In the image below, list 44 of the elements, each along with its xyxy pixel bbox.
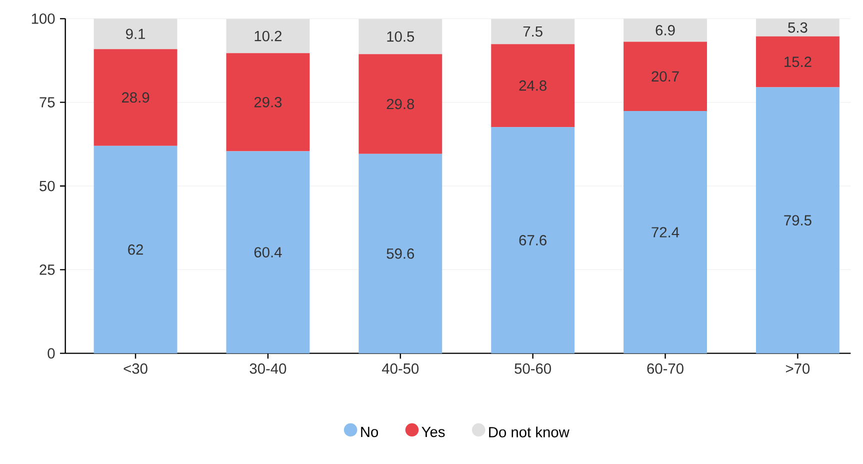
- bar: [94, 146, 178, 354]
- x-tick-label: >70: [786, 363, 810, 374]
- y-tick-label: 50: [40, 180, 55, 192]
- data-label: 7.5: [523, 26, 542, 37]
- data-label: 15.2: [784, 56, 812, 68]
- bar: [624, 42, 707, 112]
- data-label: 9.1: [126, 28, 146, 40]
- bar: [756, 87, 840, 354]
- x-tick-label: 50-60: [514, 363, 551, 374]
- bar: [226, 151, 310, 354]
- data-label: 6.9: [656, 25, 675, 36]
- data-label: 10.2: [254, 30, 282, 42]
- bar: [624, 111, 707, 354]
- y-tick-label: 25: [40, 264, 55, 275]
- data-label: 79.5: [784, 215, 812, 226]
- data-label: 20.7: [652, 71, 679, 82]
- bar: [226, 53, 310, 152]
- data-label: 72.4: [652, 227, 680, 238]
- bar: [491, 44, 575, 128]
- x-tick-label: <30: [124, 363, 148, 374]
- bar: [756, 36, 840, 88]
- bar: [94, 49, 178, 146]
- bar: [358, 54, 442, 154]
- x-tick-label: 30-40: [250, 363, 286, 374]
- x-tick-label: 60-70: [647, 363, 684, 374]
- y-tick-label: 75: [40, 97, 55, 108]
- data-label: 29.8: [386, 98, 414, 110]
- bar: [358, 154, 442, 354]
- data-label: 29.3: [254, 96, 282, 108]
- y-tick-label: 0: [48, 348, 55, 359]
- data-label: 60.4: [254, 247, 282, 258]
- data-label: 28.9: [122, 92, 150, 103]
- data-label: 5.3: [788, 22, 808, 33]
- legend-label: Do not know: [489, 426, 570, 438]
- data-label: 59.6: [386, 248, 414, 259]
- y-tick-label: 100: [32, 13, 55, 24]
- legend-label: Yes: [422, 426, 445, 438]
- data-label: 24.8: [519, 80, 546, 91]
- data-label: 67.6: [519, 235, 546, 246]
- legend-label: No: [361, 426, 378, 438]
- data-label: 10.5: [387, 31, 414, 42]
- bar: [491, 127, 575, 354]
- x-tick-label: 40-50: [382, 363, 419, 374]
- data-label: 62: [128, 244, 143, 255]
